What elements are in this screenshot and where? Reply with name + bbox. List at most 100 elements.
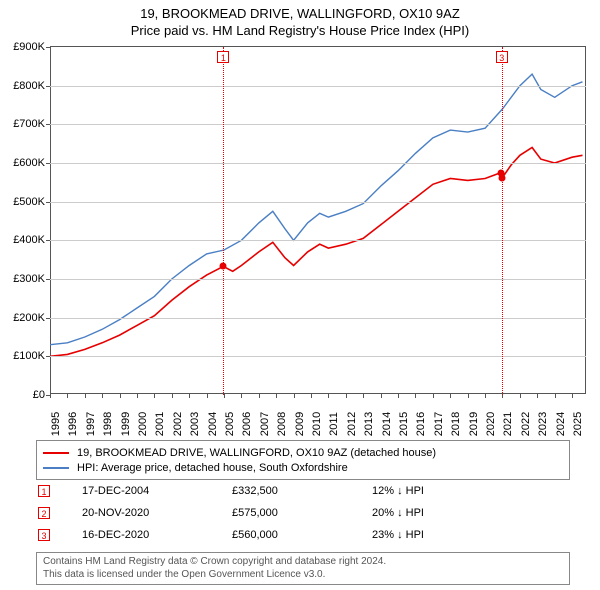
footer-line2: This data is licensed under the Open Gov… [43,569,563,582]
title-line2: Price paid vs. HM Land Registry's House … [0,23,600,40]
x-tick-mark [207,394,208,398]
x-tick-mark [537,394,538,398]
x-tick-mark [172,394,173,398]
x-tick-label: 2016 [415,412,427,436]
y-tick-label: £900K [0,41,45,53]
x-tick-mark [241,394,242,398]
x-tick-label: 2009 [294,412,306,436]
x-tick-mark [311,394,312,398]
y-tick-mark [46,318,50,319]
transaction-num: 1 [38,485,50,497]
x-tick-mark [450,394,451,398]
x-tick-mark [555,394,556,398]
y-gridline [50,163,586,164]
y-tick-mark [46,202,50,203]
x-tick-mark [433,394,434,398]
marker-label: 1 [217,51,229,63]
transactions-table: 1 17-DEC-2004£332,50012% ↓ HPI 2 20-NOV-202… [36,480,570,546]
chart-container: 19, BROOKMEAD DRIVE, WALLINGFORD, OX10 9… [0,0,600,590]
legend: 19, BROOKMEAD DRIVE, WALLINGFORD, OX10 9… [36,440,570,480]
x-tick-mark [154,394,155,398]
y-tick-label: £400K [0,234,45,246]
x-tick-mark [120,394,121,398]
x-tick-label: 2015 [398,412,410,436]
marker-dot [220,263,227,270]
x-tick-mark [102,394,103,398]
x-tick-mark [328,394,329,398]
footer: Contains HM Land Registry data © Crown c… [36,552,570,585]
y-tick-label: £200K [0,312,45,324]
x-tick-label: 2023 [537,412,549,436]
x-tick-mark [398,394,399,398]
y-tick-mark [46,356,50,357]
x-tick-label: 2005 [224,412,236,436]
transaction-diff: 23% ↓ HPI [372,529,492,541]
x-tick-label: 2011 [328,412,340,436]
x-tick-label: 1995 [50,412,62,436]
transaction-date: 20-NOV-2020 [82,507,232,519]
x-tick-label: 2019 [468,412,480,436]
marker-dot [498,175,505,182]
x-tick-label: 2021 [502,412,514,436]
x-tick-mark [415,394,416,398]
legend-row: 19, BROOKMEAD DRIVE, WALLINGFORD, OX10 9… [43,445,563,460]
transaction-date: 17-DEC-2004 [82,485,232,497]
x-tick-label: 2010 [311,412,323,436]
transaction-diff: 20% ↓ HPI [372,507,492,519]
y-tick-label: £600K [0,157,45,169]
x-tick-label: 2012 [346,412,358,436]
x-tick-mark [363,394,364,398]
transaction-diff: 12% ↓ HPI [372,485,492,497]
marker-vline [223,47,224,395]
legend-label: 19, BROOKMEAD DRIVE, WALLINGFORD, OX10 9… [77,447,436,459]
x-tick-label: 2007 [259,412,271,436]
x-tick-mark [276,394,277,398]
x-tick-mark [67,394,68,398]
x-tick-label: 1997 [85,412,97,436]
x-tick-label: 2004 [207,412,219,436]
y-gridline [50,318,586,319]
x-tick-label: 2020 [485,412,497,436]
x-tick-label: 2002 [172,412,184,436]
transaction-num: 2 [38,507,50,519]
legend-swatch [43,467,69,469]
transaction-price: £560,000 [232,529,372,541]
y-tick-label: £800K [0,80,45,92]
legend-swatch [43,452,69,454]
transaction-row: 1 17-DEC-2004£332,50012% ↓ HPI [36,480,570,502]
x-tick-label: 2018 [450,412,462,436]
x-tick-mark [572,394,573,398]
transaction-row: 220-NOV-2020£575,00020% ↓ HPI [36,502,570,524]
x-tick-label: 2025 [572,412,584,436]
x-tick-label: 2017 [433,412,445,436]
y-gridline [50,279,586,280]
x-tick-label: 2000 [137,412,149,436]
legend-row: HPI: Average price, detached house, Sout… [43,460,563,475]
x-tick-mark [381,394,382,398]
transaction-row: 316-DEC-2020£560,00023% ↓ HPI [36,524,570,546]
y-gridline [50,240,586,241]
x-tick-label: 1998 [102,412,114,436]
chart-area: £0£100K£200K£300K£400K£500K£600K£700K£80… [50,46,586,394]
y-tick-mark [46,240,50,241]
y-tick-mark [46,163,50,164]
y-tick-label: £500K [0,196,45,208]
y-gridline [50,86,586,87]
x-tick-label: 2008 [276,412,288,436]
x-tick-mark [485,394,486,398]
x-tick-mark [259,394,260,398]
x-tick-mark [137,394,138,398]
x-tick-label: 2001 [154,412,166,436]
x-tick-mark [346,394,347,398]
x-tick-mark [189,394,190,398]
x-tick-label: 2006 [241,412,253,436]
transaction-price: £332,500 [232,485,372,497]
y-gridline [50,202,586,203]
y-tick-mark [46,47,50,48]
x-tick-mark [294,394,295,398]
marker-label: 3 [496,51,508,63]
x-tick-label: 2003 [189,412,201,436]
plot-svg [50,47,586,395]
x-tick-mark [85,394,86,398]
footer-line1: Contains HM Land Registry data © Crown c… [43,556,563,569]
